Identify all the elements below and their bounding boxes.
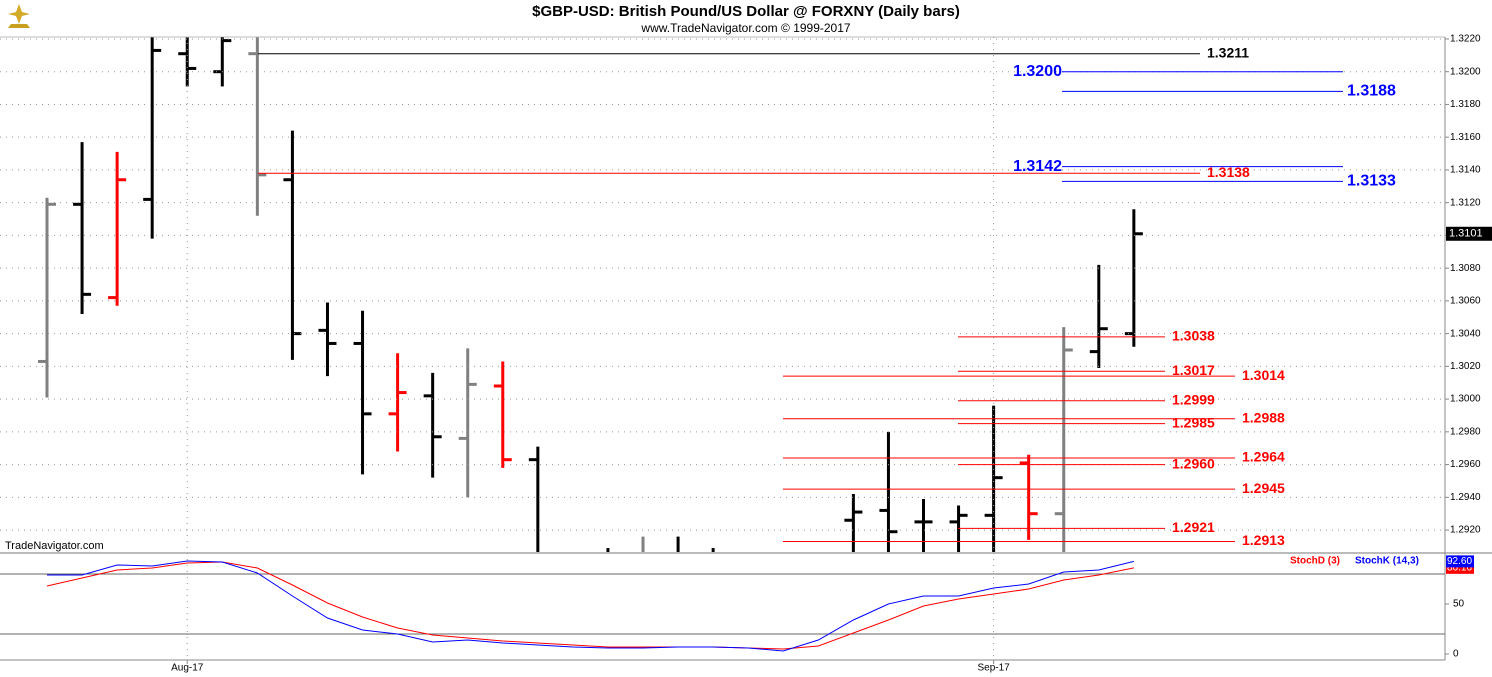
last-price-box: [1446, 226, 1492, 241]
y-tick-label: 1.2940: [1450, 492, 1481, 503]
last-value-label: 86.16: [1447, 562, 1472, 573]
level-label: 1.2960: [1172, 455, 1215, 471]
last-value-box: [1446, 555, 1474, 568]
y-tick-label: 1.2920: [1450, 525, 1481, 536]
y-tick-label: 1.3140: [1450, 165, 1481, 176]
level-label: 1.2921: [1172, 519, 1215, 535]
indicator-line: [47, 560, 1134, 652]
y-tick-label: 0: [1453, 649, 1459, 660]
level-label: 1.2999: [1172, 391, 1215, 407]
y-tick-label: 1.2960: [1450, 459, 1481, 470]
legend-entry: StochD (3): [1290, 556, 1340, 567]
level-label: 1.2945: [1242, 480, 1285, 496]
level-label: 1.3133: [1347, 173, 1396, 190]
level-label: 1.2964: [1242, 449, 1285, 465]
last-value-label: 92.60: [1447, 556, 1472, 567]
level-label: 1.3014: [1242, 367, 1285, 383]
y-tick-label: 1.3160: [1450, 132, 1481, 143]
y-tick-label: 1.3080: [1450, 263, 1481, 274]
y-tick-label: 1.3060: [1450, 296, 1481, 307]
x-tick-label: Aug-17: [171, 663, 204, 674]
watermark: TradeNavigator.com: [5, 540, 104, 552]
y-tick-label: 1.3040: [1450, 328, 1481, 339]
chart-title: $GBP-USD: British Pound/US Dollar @ FORX…: [532, 3, 960, 20]
level-label: 1.3188: [1347, 83, 1396, 100]
y-tick-label: 1.3220: [1450, 34, 1481, 45]
level-label: 1.3017: [1172, 362, 1215, 378]
level-label: 1.3138: [1207, 164, 1250, 180]
y-tick-label: 50: [1453, 599, 1465, 610]
level-label: 1.3211: [1207, 44, 1249, 60]
level-label: 1.3142: [1013, 158, 1062, 175]
y-tick-label: 1.3020: [1450, 361, 1481, 372]
level-label: 1.2988: [1242, 409, 1285, 425]
level-label: 1.2913: [1242, 532, 1285, 548]
last-price-label: 1.3101: [1449, 228, 1483, 240]
y-tick-label: 1.2980: [1450, 426, 1481, 437]
chart-subtitle: www.TradeNavigator.com © 1999-2017: [640, 21, 850, 35]
level-label: 1.2985: [1172, 414, 1215, 430]
level-label: 1.3200: [1013, 63, 1062, 80]
legend-entry: StochK (14,3): [1355, 556, 1419, 567]
price-pane: [38, 37, 1143, 552]
y-tick-label: 1.3120: [1450, 197, 1481, 208]
x-tick-label: Sep-17: [977, 663, 1010, 674]
logo: [8, 4, 30, 28]
y-tick-label: 1.3000: [1450, 394, 1481, 405]
y-tick-label: 1.3200: [1450, 66, 1481, 77]
level-label: 1.3038: [1172, 328, 1215, 344]
y-tick-label: 1.3180: [1450, 99, 1481, 110]
indicator-line: [46, 561, 1134, 650]
